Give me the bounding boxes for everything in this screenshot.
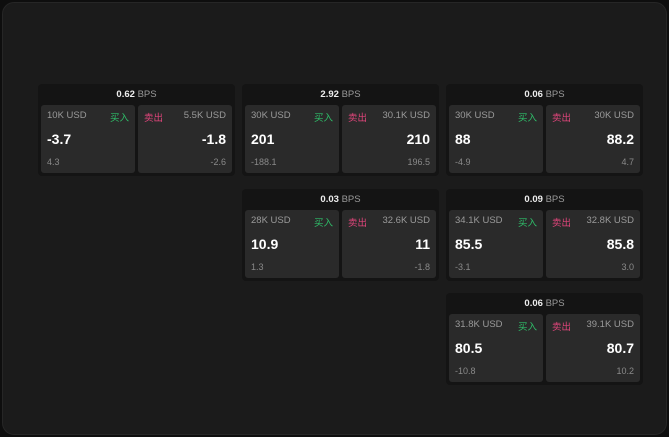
sell-label: 卖出 xyxy=(552,218,572,229)
buy-label: 买入 xyxy=(313,113,333,124)
bid-size: 30K USD xyxy=(455,110,495,121)
bid-price: 88 xyxy=(455,131,471,147)
spread-header: 0.03 BPS xyxy=(242,189,439,210)
ask-price: 80.7 xyxy=(606,340,634,356)
ask-price: 210 xyxy=(406,131,430,147)
spread-unit: BPS xyxy=(137,89,157,100)
ask-size: 30.1K USD xyxy=(382,110,430,121)
spread-value: 0.06 xyxy=(524,298,543,309)
ask-size: 30K USD xyxy=(594,110,634,121)
buy-cell[interactable]: 31.8K USD 买入 80.5 -10.8 xyxy=(449,314,543,382)
ask-price: 85.8 xyxy=(606,236,634,252)
bid-price: 80.5 xyxy=(455,340,483,356)
sell-cell[interactable]: 卖出 5.5K USD -1.8 -2.6 xyxy=(138,105,232,173)
bid-size: 30K USD xyxy=(251,110,291,121)
ask-change: 10.2 xyxy=(616,366,634,376)
buy-cell[interactable]: 30K USD 买入 201 -188.1 xyxy=(245,105,339,173)
spread-value: 0.09 xyxy=(524,194,543,205)
bid-change: -3.1 xyxy=(455,262,471,272)
spread-value: 2.92 xyxy=(320,89,339,100)
sell-cell[interactable]: 卖出 32.6K USD 11 -1.8 xyxy=(342,210,436,278)
bid-price: 201 xyxy=(251,131,275,147)
sell-label: 卖出 xyxy=(348,218,368,229)
spread-header: 0.62 BPS xyxy=(38,84,235,105)
sell-label: 卖出 xyxy=(348,113,368,124)
spread-unit: BPS xyxy=(341,194,361,205)
spread-header: 0.09 BPS xyxy=(446,189,643,210)
ask-size: 5.5K USD xyxy=(183,110,226,121)
bid-size: 10K USD xyxy=(47,110,87,121)
spread-unit: BPS xyxy=(545,194,565,205)
bid-price: 85.5 xyxy=(455,236,483,252)
sell-label: 卖出 xyxy=(552,113,572,124)
sell-cell[interactable]: 卖出 39.1K USD 80.7 10.2 xyxy=(546,314,640,382)
sell-label: 卖出 xyxy=(552,322,572,333)
sell-label: 卖出 xyxy=(144,113,164,124)
ask-change: -2.6 xyxy=(210,157,226,167)
buy-cell[interactable]: 34.1K USD 买入 85.5 -3.1 xyxy=(449,210,543,278)
quote-card: 0.03 BPS 28K USD 买入 10.9 1.3 卖出 32.6K USD … xyxy=(242,189,439,281)
ask-price: 88.2 xyxy=(606,131,634,147)
bid-size: 28K USD xyxy=(251,215,291,226)
ask-size: 32.8K USD xyxy=(586,215,634,226)
buy-label: 买入 xyxy=(517,218,537,229)
quote-card: 0.06 BPS 31.8K USD 买入 80.5 -10.8 卖出 39.1K … xyxy=(446,293,643,385)
buy-label: 买入 xyxy=(313,218,333,229)
buy-cell[interactable]: 28K USD 买入 10.9 1.3 xyxy=(245,210,339,278)
spread-unit: BPS xyxy=(341,89,361,100)
spread-header: 0.06 BPS xyxy=(446,293,643,314)
bid-price: 10.9 xyxy=(251,236,279,252)
ask-change: 4.7 xyxy=(621,157,634,167)
bid-change: 4.3 xyxy=(47,157,60,167)
quote-card: 2.92 BPS 30K USD 买入 201 -188.1 卖出 30.1K US… xyxy=(242,84,439,176)
ask-change: -1.8 xyxy=(414,262,430,272)
buy-cell[interactable]: 30K USD 买入 88 -4.9 xyxy=(449,105,543,173)
spread-value: 0.06 xyxy=(524,89,543,100)
ask-price: -1.8 xyxy=(201,131,226,147)
bid-change: -4.9 xyxy=(455,157,471,167)
quote-card: 0.62 BPS 10K USD 买入 -3.7 4.3 卖出 5.5K USD -… xyxy=(38,84,235,176)
ask-change: 3.0 xyxy=(621,262,634,272)
spread-value: 0.03 xyxy=(320,194,339,205)
ask-price: 11 xyxy=(415,236,430,252)
bid-size: 31.8K USD xyxy=(455,319,503,330)
ask-change: 196.5 xyxy=(407,157,430,167)
bid-change: -10.8 xyxy=(455,366,476,376)
spread-header: 0.06 BPS xyxy=(446,84,643,105)
bid-price: -3.7 xyxy=(47,131,72,147)
ask-size: 32.6K USD xyxy=(382,215,430,226)
buy-label: 买入 xyxy=(109,113,129,124)
bid-size: 34.1K USD xyxy=(455,215,503,226)
spread-header: 2.92 BPS xyxy=(242,84,439,105)
bid-change: 1.3 xyxy=(251,262,264,272)
bid-change: -188.1 xyxy=(251,157,277,167)
sell-cell[interactable]: 卖出 30.1K USD 210 196.5 xyxy=(342,105,436,173)
ask-size: 39.1K USD xyxy=(586,319,634,330)
quote-card: 0.06 BPS 30K USD 买入 88 -4.9 卖出 30K USD 88.… xyxy=(446,84,643,176)
sell-cell[interactable]: 卖出 30K USD 88.2 4.7 xyxy=(546,105,640,173)
spread-unit: BPS xyxy=(545,89,565,100)
buy-label: 买入 xyxy=(517,113,537,124)
buy-label: 买入 xyxy=(517,322,537,333)
spread-unit: BPS xyxy=(545,298,565,309)
buy-cell[interactable]: 10K USD 买入 -3.7 4.3 xyxy=(41,105,135,173)
quote-card: 0.09 BPS 34.1K USD 买入 85.5 -3.1 卖出 32.8K U… xyxy=(446,189,643,281)
sell-cell[interactable]: 卖出 32.8K USD 85.8 3.0 xyxy=(546,210,640,278)
spread-value: 0.62 xyxy=(116,89,135,100)
